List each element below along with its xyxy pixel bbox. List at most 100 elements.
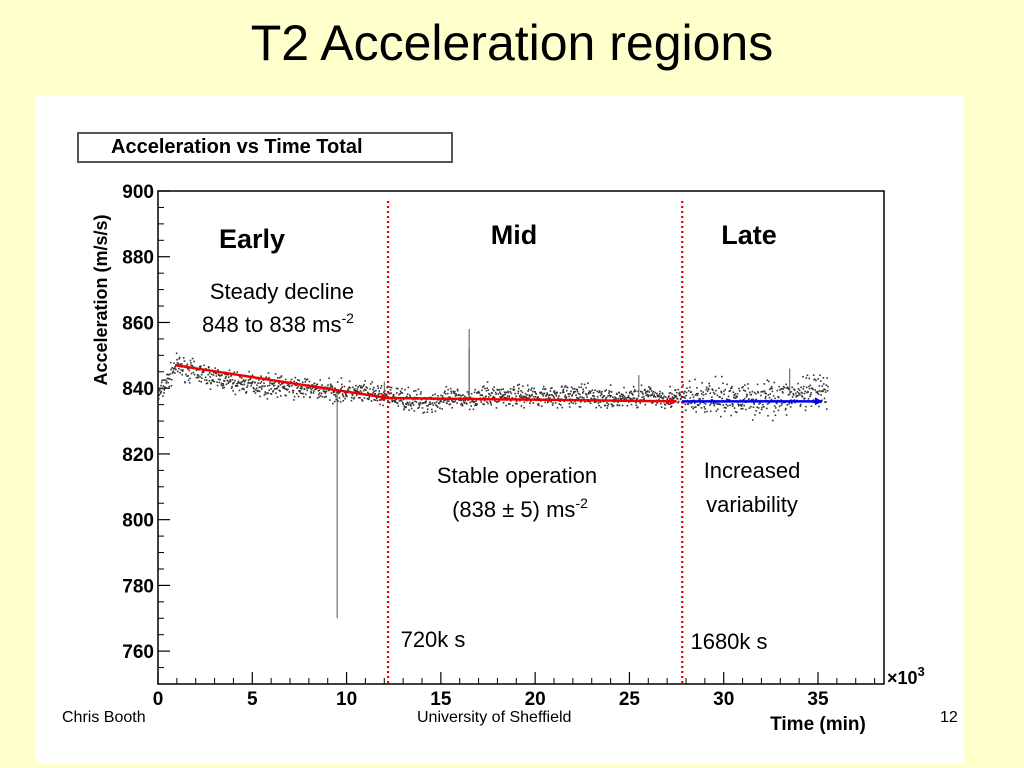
- data-point: [178, 357, 181, 360]
- data-point: [293, 399, 295, 401]
- data-point: [446, 392, 449, 395]
- data-point: [782, 388, 785, 390]
- data-point: [215, 375, 218, 377]
- data-point: [483, 399, 486, 402]
- data-point: [307, 387, 309, 389]
- data-point: [396, 392, 398, 394]
- data-point: [771, 387, 773, 390]
- data-point: [280, 376, 282, 378]
- data-point: [204, 379, 206, 381]
- data-point: [230, 375, 232, 377]
- data-point: [795, 395, 798, 397]
- data-point: [760, 408, 763, 411]
- data-point: [597, 402, 600, 404]
- data-point: [419, 401, 422, 404]
- data-point: [535, 393, 538, 395]
- data-point: [449, 403, 452, 405]
- data-point: [314, 388, 316, 391]
- data-point: [521, 397, 523, 399]
- data-point: [725, 403, 728, 406]
- data-point: [748, 398, 750, 400]
- data-point: [373, 390, 376, 393]
- data-point: [435, 401, 438, 403]
- chart-title: Acceleration vs Time Total: [77, 132, 453, 163]
- data-point: [526, 384, 529, 387]
- data-point: [494, 391, 497, 394]
- data-point: [793, 399, 796, 401]
- data-point: [298, 390, 301, 393]
- data-point: [755, 409, 757, 412]
- data-point: [281, 386, 284, 388]
- data-point: [709, 404, 711, 406]
- data-point: [722, 404, 725, 406]
- data-point: [293, 380, 295, 383]
- data-point: [660, 406, 663, 408]
- data-point: [563, 386, 566, 389]
- data-point: [406, 393, 409, 395]
- data-point: [278, 382, 280, 384]
- data-point: [753, 403, 756, 405]
- data-point: [325, 390, 328, 392]
- data-point: [197, 374, 200, 377]
- plot-frame: [157, 190, 885, 685]
- data-point: [636, 397, 639, 400]
- data-point: [589, 392, 592, 394]
- data-point: [569, 393, 571, 395]
- data-point: [288, 385, 291, 388]
- data-point: [346, 395, 348, 398]
- data-point: [162, 379, 165, 381]
- data-point: [481, 389, 483, 392]
- data-point: [752, 398, 754, 401]
- data-point: [318, 396, 320, 398]
- data-point: [207, 373, 210, 376]
- data-point: [244, 379, 247, 382]
- data-point: [301, 386, 303, 389]
- data-point: [731, 385, 733, 388]
- data-point: [173, 372, 176, 374]
- data-point: [359, 396, 361, 399]
- data-point: [763, 406, 765, 408]
- data-point: [621, 397, 623, 400]
- data-point: [790, 402, 793, 405]
- data-point: [527, 397, 530, 400]
- data-point: [399, 392, 401, 395]
- data-point: [377, 387, 380, 390]
- data-point: [631, 398, 634, 401]
- data-point: [419, 403, 421, 406]
- data-point: [721, 397, 724, 400]
- data-point: [327, 389, 330, 392]
- data-point: [593, 397, 595, 400]
- data-point: [319, 394, 322, 397]
- data-point: [735, 396, 738, 399]
- data-point: [256, 384, 258, 387]
- data-point: [475, 404, 478, 407]
- data-point: [712, 391, 715, 394]
- data-point: [254, 381, 256, 384]
- data-point: [209, 376, 211, 378]
- data-point: [713, 404, 716, 407]
- data-point: [667, 403, 670, 406]
- data-point: [798, 392, 800, 394]
- data-point: [653, 395, 656, 398]
- data-point: [750, 393, 753, 396]
- data-point: [279, 390, 281, 392]
- data-point: [274, 388, 276, 390]
- data-point: [251, 381, 253, 384]
- data-point: [428, 403, 430, 406]
- data-point: [406, 395, 408, 398]
- data-point: [400, 400, 403, 402]
- data-point: [464, 399, 467, 402]
- data-point: [575, 394, 577, 397]
- data-point: [252, 380, 254, 383]
- data-point: [323, 396, 326, 398]
- x-tick-label: 25: [619, 689, 641, 710]
- data-point: [634, 389, 636, 391]
- data-point: [177, 362, 179, 365]
- data-point: [184, 381, 187, 384]
- data-point: [470, 405, 472, 407]
- data-point: [434, 410, 437, 413]
- data-point: [702, 394, 705, 396]
- data-point: [708, 388, 710, 391]
- data-point: [163, 392, 165, 394]
- data-point: [504, 391, 506, 394]
